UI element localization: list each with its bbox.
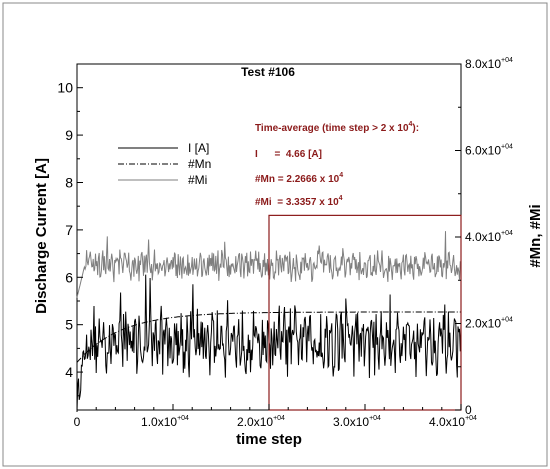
x-tick-label: 0 <box>74 415 81 429</box>
legend: I [A] #Mn #Mi <box>118 141 211 187</box>
x-axis: 0 1.0x10+04 2.0x10+04 3.0x10+04 4.0x10+04 <box>74 404 477 429</box>
annotation-i: I = 4.66 [A] <box>255 149 322 160</box>
annotation-block: Time-average (time step > 2 x 104): I = … <box>255 121 419 208</box>
y-right-tick-label: 2.0x10+04 <box>465 317 513 331</box>
y-axis-right: 0 2.0x10+04 4.0x10+04 6.0x10+04 8.0x10+04 <box>455 57 513 417</box>
legend-label-mi: #Mi <box>188 173 207 187</box>
legend-label-mn: #Mn <box>188 157 211 171</box>
y-left-tick-label: 7 <box>65 222 73 238</box>
x-tick-label: 3.0x10+04 <box>333 415 381 429</box>
annotation-mn: #Mn = 2.2666 x 104 <box>255 172 343 185</box>
y-left-tick-label: 9 <box>65 127 73 143</box>
y-left-tick-label: 10 <box>57 80 73 96</box>
x-axis-label: time step <box>236 431 302 448</box>
chart-title: Test #106 <box>241 65 295 79</box>
x-tick-label: 2.0x10+04 <box>237 415 285 429</box>
y-axis-left-label: Discharge Current [A] <box>33 158 50 314</box>
x-tick-label: 1.0x10+04 <box>141 415 189 429</box>
annotation-mi: #Mi = 3.3357 x 104 <box>255 195 343 208</box>
x-tick-label: 4.0x10+04 <box>429 415 477 429</box>
y-axis-right-label: #Mn, #Mi <box>527 204 544 267</box>
y-right-tick-label: 0 <box>465 403 472 417</box>
y-left-tick-label: 4 <box>65 364 73 380</box>
y-right-tick-label: 4.0x10+04 <box>465 230 513 244</box>
legend-label-i: I [A] <box>188 141 209 155</box>
y-axis-left: 4 5 6 7 8 9 10 <box>57 80 83 397</box>
y-right-tick-label: 6.0x10+04 <box>465 144 513 158</box>
y-left-tick-label: 8 <box>65 174 73 190</box>
y-left-tick-label: 5 <box>65 317 73 333</box>
y-left-tick-label: 6 <box>65 269 73 285</box>
series-line-mn <box>76 311 461 363</box>
y-right-tick-label: 8.0x10+04 <box>465 57 513 71</box>
annotation-heading: Time-average (time step > 2 x 104): <box>255 121 419 134</box>
